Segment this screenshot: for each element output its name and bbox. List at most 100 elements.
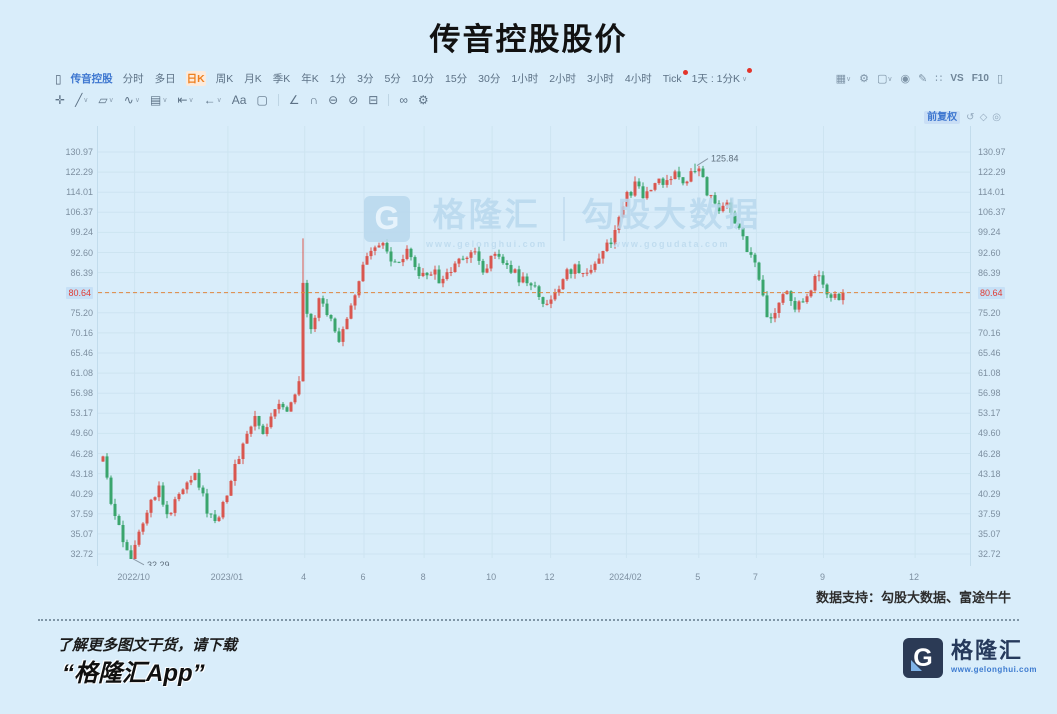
- price-tick-label: 46.28: [70, 448, 93, 459]
- price-tick-label: 130.97: [978, 147, 1006, 157]
- angle-tool[interactable]: ∠: [288, 92, 300, 107]
- period-1小时[interactable]: 1小时: [511, 73, 539, 85]
- text-tool[interactable]: Aa: [231, 92, 247, 107]
- period-日K[interactable]: 日K: [185, 71, 206, 86]
- chevron-down-icon: ∨: [162, 96, 168, 104]
- chevron-down-icon: ∨: [216, 96, 222, 104]
- period-1分[interactable]: 1分: [329, 73, 347, 85]
- price-tick-label: 75.20: [70, 307, 93, 318]
- cycle-selector-label: 1天 : 1分K: [691, 73, 741, 85]
- footer-brand-site: www.gelonghui.com: [951, 665, 1037, 674]
- settings-icon[interactable]: ⚙: [859, 73, 869, 85]
- date-tick-label: 2024/02: [609, 572, 642, 582]
- price-tick-label: 46.28: [978, 448, 1001, 459]
- chevron-down-icon: ∨: [188, 96, 194, 104]
- footer-brand: G 格隆汇 www.gelonghui.com: [903, 638, 1037, 678]
- visibility-tool[interactable]: ⊘: [348, 92, 359, 107]
- period-10分[interactable]: 10分: [411, 73, 434, 85]
- drawing-toolbar: ✛ ╱ ∨ ▱ ∨ ∿ ∨ ▤ ∨ ⇤ ∨ ← ∨ Aa ▢ ∠ ∩ ⊖ ⊘ ⊟ ∞ ⚙: [55, 89, 1003, 110]
- price-tick-label: 43.18: [70, 468, 93, 479]
- price-tick-label: 106.37: [978, 207, 1006, 218]
- period-4小时[interactable]: 4小时: [624, 73, 652, 85]
- period-5分[interactable]: 5分: [384, 73, 401, 85]
- price-axis-right: 130.97 122.29 114.01 106.37 99.24 92.60 86.39 8…: [975, 126, 1015, 566]
- left-panel-icon[interactable]: ▯: [55, 71, 62, 86]
- adjustment-mode-badge[interactable]: 前复权: [924, 111, 961, 124]
- chart-control-icons: ↺ ◇ ◎: [966, 112, 1001, 123]
- date-tick-label: 6: [360, 572, 366, 582]
- date-tick-label: 8: [420, 572, 426, 582]
- period-2小时[interactable]: 2小时: [549, 73, 577, 85]
- channel-tool[interactable]: ▱ ∨: [98, 92, 114, 107]
- fib-tool[interactable]: ▤ ∨: [149, 92, 168, 107]
- continuous-tool[interactable]: ⊖: [328, 92, 339, 107]
- tool-settings-icon[interactable]: ⚙: [417, 92, 429, 107]
- period-周K[interactable]: 周K: [215, 73, 234, 85]
- toolbar-separator: [277, 93, 279, 106]
- price-tick-label: 122.29: [978, 167, 1006, 178]
- price-tick-label: 61.08: [978, 368, 1001, 379]
- target-icon[interactable]: ◎: [992, 112, 1001, 123]
- f10-button[interactable]: F10: [971, 73, 989, 84]
- chevron-down-icon: ∨: [887, 75, 893, 83]
- stock-name[interactable]: 传音控股: [70, 73, 113, 85]
- period-分时[interactable]: 分时: [122, 73, 144, 85]
- notification-dot: [747, 68, 753, 73]
- data-support-note: 数据支持：勾股大数据、富途牛牛: [815, 590, 1011, 605]
- trendline-tool[interactable]: ╱ ∨: [75, 92, 89, 107]
- period-多日[interactable]: 多日: [154, 73, 176, 85]
- chart-area: 130.97 122.29 114.01 106.37 99.24 92.60 86.39 8…: [55, 126, 1006, 594]
- period-15分[interactable]: 15分: [444, 73, 468, 85]
- cycle-selector[interactable]: 1天 : 1分K ∨: [691, 68, 753, 86]
- promo-line1: 了解更多图文干货，请下载: [57, 637, 238, 654]
- measure-tool[interactable]: ⇤ ∨: [177, 92, 194, 107]
- magnet-tool[interactable]: ∩: [309, 92, 319, 107]
- arrow-tool[interactable]: ← ∨: [203, 92, 222, 107]
- pin-icon[interactable]: ✎: [918, 73, 928, 85]
- price-tick-label: 56.98: [70, 388, 93, 399]
- date-tick-label: 12: [909, 572, 920, 582]
- toolbar-separator: [388, 93, 390, 106]
- layout-icon[interactable]: ▢ ∨: [877, 73, 893, 85]
- chevron-down-icon: ∨: [108, 96, 114, 104]
- price-tick-label: 53.17: [70, 408, 93, 419]
- price-tick-label: 86.39: [70, 267, 93, 278]
- price-tick-label: 86.39: [978, 267, 1001, 278]
- period-3分[interactable]: 3分: [357, 73, 374, 85]
- restore-icon[interactable]: ↺: [966, 112, 975, 123]
- period-3小时[interactable]: 3小时: [587, 73, 614, 85]
- chart-style-icon[interactable]: ▦ ∨: [835, 73, 852, 85]
- price-tick-label: 49.60: [978, 428, 1001, 439]
- price-tick-label: 114.01: [66, 187, 93, 198]
- date-tick-label: 7: [752, 572, 758, 582]
- indicator-icon[interactable]: ◇: [979, 112, 988, 123]
- link-tool[interactable]: ∞: [399, 92, 408, 107]
- sticker-tool[interactable]: ▢: [256, 92, 268, 107]
- period-toolbar: ▯ 传音控股 分时 多日 日K 周K 月K 季K 年K 1分 3分 5分 10分 15分 30分 1小时 2…: [55, 68, 1003, 88]
- chevron-down-icon: ∨: [83, 96, 89, 104]
- period-30分[interactable]: 30分: [478, 73, 501, 85]
- period-月K[interactable]: 月K: [244, 73, 262, 85]
- price-tick-label: 92.60: [978, 247, 1001, 258]
- chart-panel[interactable]: 125.84 32.29 G 格隆汇 www.gelonghui.com 勾股大数…: [97, 126, 971, 566]
- chart-controls-row: 前复权 ↺ ◇ ◎: [55, 110, 1003, 125]
- footer-brand-name: 格隆汇: [951, 638, 1024, 663]
- period-年K[interactable]: 年K: [301, 73, 319, 85]
- vs-button[interactable]: VS: [950, 73, 964, 84]
- right-panel-icon[interactable]: ▯: [996, 73, 1003, 85]
- crosshair-tool[interactable]: ✛: [55, 92, 66, 107]
- price-tick-label: 65.46: [978, 348, 1001, 358]
- fullscreen-icon[interactable]: ∷: [935, 73, 943, 85]
- price-tick-label: 92.60: [70, 247, 93, 258]
- delete-tool[interactable]: ⊟: [368, 92, 379, 107]
- period-Tick[interactable]: Tick: [662, 69, 688, 85]
- notification-dot: [682, 69, 688, 75]
- candlestick-chart: 125.84 32.29: [98, 126, 970, 566]
- price-tick-label: 35.07: [978, 528, 1001, 539]
- period-季K[interactable]: 季K: [272, 73, 291, 85]
- wave-tool[interactable]: ∿ ∨: [123, 92, 140, 107]
- price-tick-label: 106.37: [65, 207, 93, 218]
- date-tick-label: 12: [544, 572, 555, 582]
- camera-icon[interactable]: ◉: [900, 73, 911, 85]
